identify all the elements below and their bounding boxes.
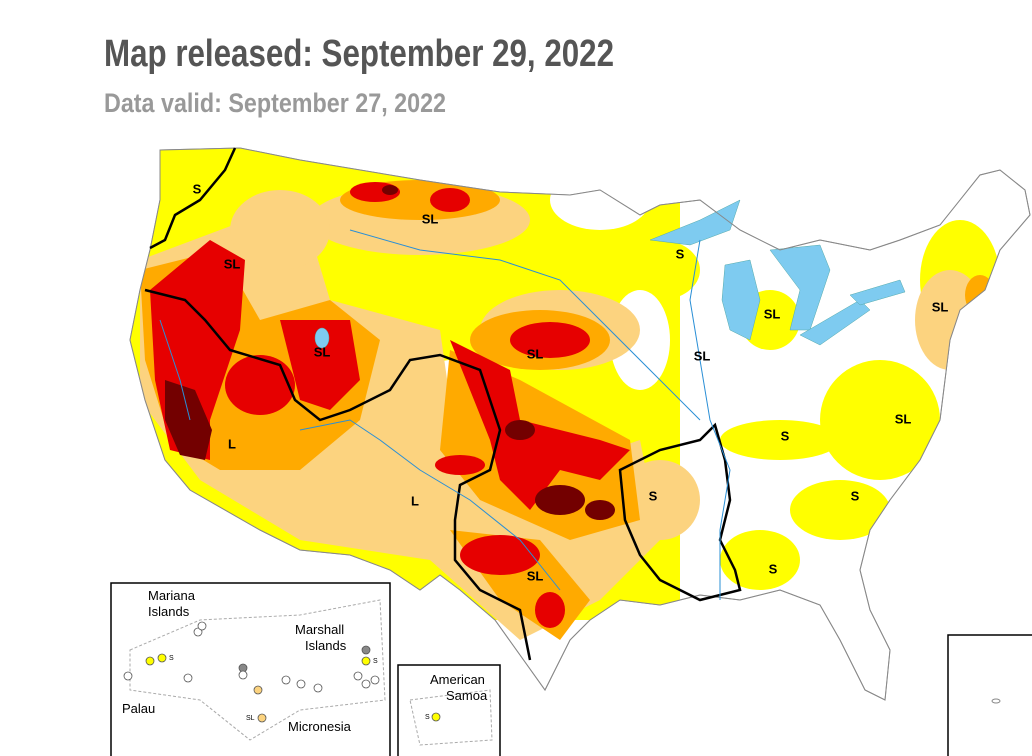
- impact-label: S: [769, 561, 778, 576]
- inset-label: Mariana: [148, 588, 196, 603]
- impact-label: SL: [224, 256, 241, 271]
- inset-label: American: [430, 672, 485, 687]
- dot-label: S: [169, 655, 174, 662]
- inset-label: Micronesia: [288, 719, 352, 734]
- dot-label: S: [425, 714, 430, 721]
- impact-labels: S SL SL SL L SL L SL S SL SL SL SL S S S…: [193, 181, 949, 583]
- impact-label: S: [851, 488, 860, 503]
- inset-label: Islands: [305, 638, 347, 653]
- pacific-inset: Mariana Islands Marshall Islands Palau M…: [110, 582, 391, 756]
- impact-label: S: [676, 246, 685, 261]
- impact-label: SL: [694, 348, 711, 363]
- inset-label: Samoa: [446, 688, 488, 703]
- impact-label: L: [228, 436, 236, 451]
- impact-label: S: [781, 428, 790, 443]
- impact-label: S: [649, 488, 658, 503]
- impact-label: SL: [527, 346, 544, 361]
- samoa-inset: American Samoa S: [397, 664, 501, 756]
- impact-label: S: [193, 181, 202, 196]
- impact-label: SL: [895, 411, 912, 426]
- impact-label: SL: [932, 299, 949, 314]
- inset-label: Palau: [122, 701, 155, 716]
- impact-label: L: [411, 493, 419, 508]
- subtitle: Data valid: September 27, 2022: [104, 88, 446, 118]
- dot-label: S: [373, 658, 378, 665]
- dot-label: SL: [246, 715, 255, 722]
- right-inset: [947, 634, 1032, 756]
- inset-label: Marshall: [295, 622, 344, 637]
- title: Map released: September 29, 2022: [104, 33, 614, 75]
- impact-label: SL: [764, 306, 781, 321]
- impact-label: SL: [422, 211, 439, 226]
- impact-label: SL: [527, 568, 544, 583]
- impact-label: SL: [314, 344, 331, 359]
- inset-label: Islands: [148, 604, 190, 619]
